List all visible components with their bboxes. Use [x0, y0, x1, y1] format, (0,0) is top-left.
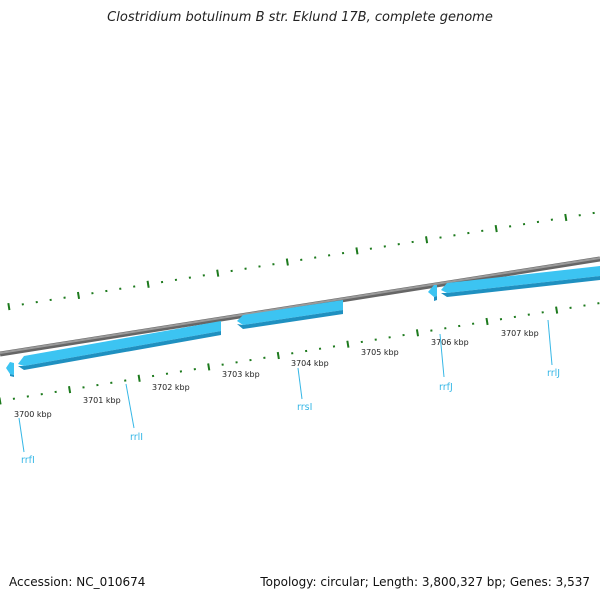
- major-tick: [216, 269, 220, 277]
- major-tick: [485, 317, 489, 326]
- major-tick: [207, 363, 211, 371]
- gene-leader-line: [439, 333, 445, 378]
- gene-rrfJ[interactable]: [428, 285, 437, 301]
- major-tick: [555, 306, 559, 314]
- gene-rrlI[interactable]: [18, 321, 221, 370]
- gene-label-rrlJ: rrlJ: [547, 368, 560, 379]
- gene-label-rrfI: rrfI: [21, 455, 35, 466]
- gene-leader-line: [547, 319, 553, 366]
- gene-leader-line: [18, 417, 25, 453]
- tick-label: 3703 kbp: [222, 370, 260, 379]
- gene-rrlJ[interactable]: [441, 266, 600, 297]
- major-tick: [76, 291, 81, 300]
- major-tick: [346, 340, 350, 348]
- inner-tick-track: [0, 302, 600, 405]
- gene-rrfI[interactable]: [6, 362, 14, 377]
- gene-label-rrfJ: rrfJ: [439, 382, 453, 393]
- major-tick: [276, 351, 280, 360]
- major-tick: [494, 224, 498, 233]
- map-title: Clostridium botulinum B str. Eklund 17B,…: [107, 10, 493, 25]
- tick-label: 3701 kbp: [83, 396, 121, 405]
- gene-leader-line: [125, 383, 135, 429]
- tick-label: 3704 kbp: [291, 359, 329, 368]
- genome-summary: Topology: circular; Length: 3,800,327 bp…: [260, 575, 590, 589]
- genome-backbone-highlight: [0, 257, 600, 354]
- major-tick: [146, 280, 150, 288]
- outer-tick-track: [7, 211, 595, 311]
- tick-label: 3707 kbp: [501, 329, 539, 338]
- major-tick: [285, 258, 289, 266]
- tick-label: 3700 kbp: [14, 410, 52, 419]
- tick-label: 3702 kbp: [152, 383, 190, 392]
- major-tick: [68, 386, 72, 394]
- accession-label: Accession: NC_010674: [9, 575, 146, 589]
- gene-rrsI[interactable]: [237, 300, 343, 329]
- gene-leader-line: [297, 367, 303, 400]
- gene-label-rrlI: rrlI: [130, 432, 143, 443]
- tick-label: 3705 kbp: [361, 348, 399, 357]
- major-tick: [415, 329, 420, 337]
- major-tick: [0, 397, 2, 405]
- major-tick: [564, 213, 568, 222]
- gene-label-rrsI: rrsI: [297, 402, 312, 413]
- major-tick: [137, 374, 141, 382]
- major-tick: [425, 236, 429, 244]
- tick-label: 3706 kbp: [431, 338, 469, 347]
- major-tick: [7, 302, 11, 311]
- major-tick: [355, 247, 359, 255]
